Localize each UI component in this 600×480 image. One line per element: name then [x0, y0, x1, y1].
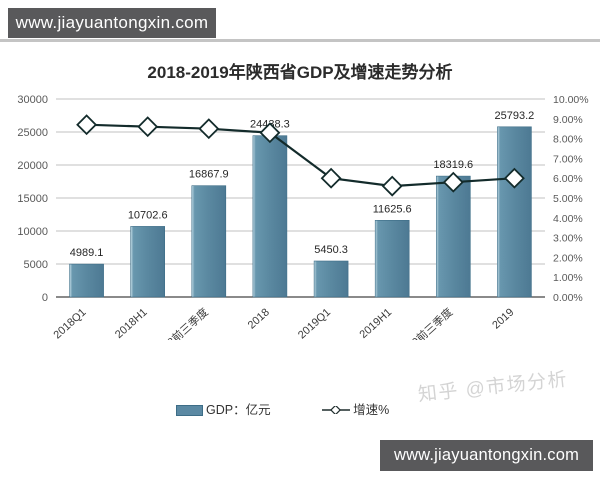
svg-text:5.00%: 5.00%	[553, 193, 583, 205]
svg-text:2.00%: 2.00%	[553, 252, 583, 264]
svg-text:10.00%: 10.00%	[553, 94, 589, 106]
svg-text:20000: 20000	[17, 160, 48, 172]
svg-text:2018前三季度: 2018前三季度	[151, 305, 211, 340]
svg-text:11625.6: 11625.6	[373, 203, 412, 215]
svg-text:6.00%: 6.00%	[553, 173, 583, 185]
svg-text:2018Q1: 2018Q1	[51, 306, 88, 340]
svg-text:5000: 5000	[24, 259, 48, 271]
svg-text:15000: 15000	[17, 193, 48, 205]
svg-text:0.00%: 0.00%	[553, 292, 583, 304]
svg-text:4989.1: 4989.1	[70, 247, 104, 259]
svg-text:0: 0	[42, 292, 48, 304]
svg-text:25000: 25000	[17, 127, 48, 139]
svg-text:5450.3: 5450.3	[314, 244, 348, 256]
svg-text:2019: 2019	[490, 306, 516, 331]
svg-text:9.00%: 9.00%	[553, 114, 583, 126]
svg-text:18319.6: 18319.6	[433, 159, 473, 171]
svg-text:7.00%: 7.00%	[553, 153, 583, 165]
svg-text:4.00%: 4.00%	[553, 213, 583, 225]
svg-text:16867.9: 16867.9	[189, 169, 229, 181]
svg-text:10702.6: 10702.6	[128, 209, 168, 221]
svg-text:25793.2: 25793.2	[495, 110, 535, 122]
svg-text:8.00%: 8.00%	[553, 134, 583, 146]
svg-text:30000: 30000	[17, 94, 48, 106]
svg-text:10000: 10000	[17, 226, 48, 238]
svg-text:2018H1: 2018H1	[113, 306, 150, 340]
svg-text:2019Q1: 2019Q1	[296, 306, 333, 340]
svg-text:2019前三季度: 2019前三季度	[395, 305, 455, 340]
svg-text:2018: 2018	[246, 306, 272, 331]
svg-text:2019H1: 2019H1	[358, 306, 395, 340]
svg-text:1.00%: 1.00%	[553, 272, 583, 284]
svg-text:3.00%: 3.00%	[553, 233, 583, 245]
